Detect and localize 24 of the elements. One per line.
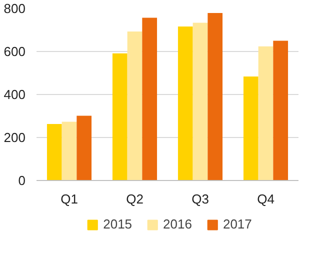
bar (76, 116, 92, 180)
legend-label: 2016 (163, 216, 192, 232)
bar (127, 32, 142, 180)
y-tick-label: 400 (4, 87, 26, 102)
legend-label: 2015 (103, 216, 132, 232)
y-tick-label: 600 (4, 44, 26, 59)
bar (258, 46, 274, 180)
bar (208, 13, 223, 180)
x-tick-label: Q3 (192, 192, 209, 206)
x-tick-label: Q1 (60, 192, 78, 206)
bar (62, 122, 77, 180)
legend-label: 2017 (222, 216, 252, 232)
bar (112, 53, 128, 180)
bar (46, 124, 62, 180)
bar (178, 26, 193, 180)
y-tick-label: 0 (18, 173, 26, 188)
x-tick-label: Q4 (257, 192, 274, 206)
x-tick-label: Q2 (126, 192, 144, 206)
bar (273, 40, 288, 180)
y-tick-label: 200 (4, 130, 26, 145)
bar (243, 76, 258, 180)
y-tick-label: 800 (4, 1, 26, 16)
bar (192, 22, 208, 180)
bar (142, 18, 158, 180)
